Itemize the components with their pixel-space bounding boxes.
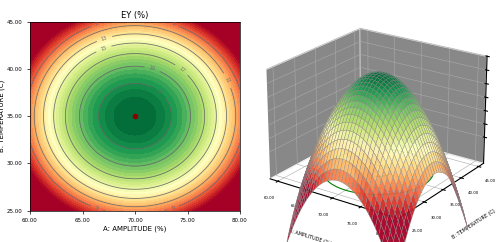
Text: 17: 17 <box>178 66 186 74</box>
Text: 9: 9 <box>94 22 99 27</box>
Text: 19: 19 <box>148 65 156 72</box>
Text: 9: 9 <box>171 22 175 27</box>
Text: 21: 21 <box>155 88 163 96</box>
Text: 11: 11 <box>224 77 231 84</box>
Y-axis label: B: TEMPERATURE (C): B: TEMPERATURE (C) <box>451 208 496 240</box>
X-axis label: A: AMPLITUDE (%): A: AMPLITUDE (%) <box>104 226 166 233</box>
Text: 15: 15 <box>100 45 108 52</box>
Text: 9: 9 <box>171 205 175 211</box>
Text: 9: 9 <box>94 205 99 211</box>
Y-axis label: B: TEMPERATURE (C): B: TEMPERATURE (C) <box>0 80 5 152</box>
Text: 13: 13 <box>100 35 108 42</box>
X-axis label: A: AMPLITUDE (%): A: AMPLITUDE (%) <box>288 228 332 242</box>
Title: EY (%): EY (%) <box>122 11 148 20</box>
